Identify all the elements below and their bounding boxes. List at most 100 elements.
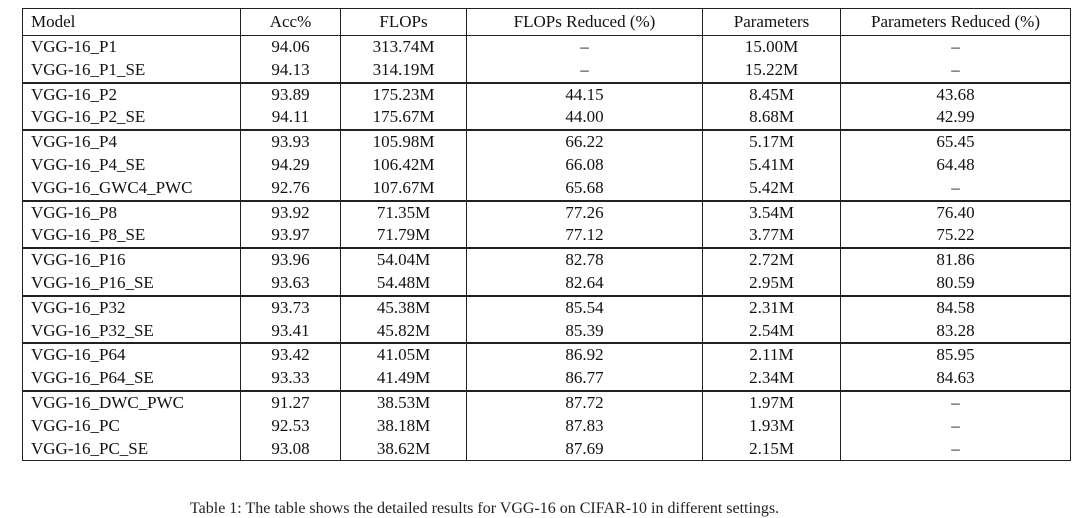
table-row: VGG-16_P8_SE 93.97 71.79M 77.12 3.77M 75.22 [22, 224, 1071, 249]
cell-parameters: 5.17M [702, 130, 841, 154]
cell-model: VGG-16_P4_SE [22, 153, 241, 177]
row-group: VGG-16_P4 93.93 105.98M 66.22 5.17M 65.45 VGG-… [22, 130, 1071, 201]
cell-acc: 92.53 [240, 414, 341, 438]
header-acc: Acc% [240, 8, 341, 36]
cell-parameters-reduced: – [840, 414, 1071, 438]
row-group: VGG-16_P16 93.96 54.04M 82.78 2.72M 81.86 VGG-… [22, 248, 1071, 296]
table-row: VGG-16_P4 93.93 105.98M 66.22 5.17M 65.45 [22, 130, 1071, 154]
cell-acc: 93.63 [240, 271, 341, 296]
cell-acc: 93.89 [240, 82, 341, 107]
cell-model: VGG-16_P8 [22, 200, 241, 225]
cell-acc: 93.93 [240, 130, 341, 154]
cell-parameters-reduced: – [840, 176, 1071, 201]
table-row: VGG-16_P4_SE 94.29 106.42M 66.08 5.41M 64.48 [22, 153, 1071, 177]
cell-parameters-reduced: – [840, 58, 1071, 83]
cell-parameters: 1.93M [702, 414, 841, 438]
cell-flops: 71.79M [340, 224, 467, 249]
cell-flops: 175.23M [340, 82, 467, 107]
cell-parameters-reduced: 43.68 [840, 82, 1071, 107]
cell-acc: 93.08 [240, 437, 341, 461]
cell-acc: 93.73 [240, 295, 341, 320]
cell-parameters-reduced: – [840, 437, 1071, 461]
cell-flops: 175.67M [340, 106, 467, 131]
cell-acc: 93.96 [240, 248, 341, 272]
cell-parameters: 1.97M [702, 390, 841, 415]
cell-flops-reduced: 86.77 [466, 367, 703, 391]
cell-flops-reduced: 82.64 [466, 271, 703, 296]
table-row: VGG-16_P32 93.73 45.38M 85.54 2.31M 84.58 [22, 295, 1071, 320]
cell-acc: 93.92 [240, 200, 341, 225]
cell-parameters: 2.15M [702, 437, 841, 461]
table-row: VGG-16_DWC_PWC 91.27 38.53M 87.72 1.97M – [22, 390, 1071, 415]
header-flops: FLOPs [340, 8, 467, 36]
cell-flops: 71.35M [340, 200, 467, 225]
table-row: VGG-16_P2_SE 94.11 175.67M 44.00 8.68M 42.99 [22, 106, 1071, 131]
cell-flops-reduced: 44.15 [466, 82, 703, 107]
cell-parameters: 2.31M [702, 295, 841, 320]
cell-model: VGG-16_P64_SE [22, 367, 241, 391]
cell-parameters: 5.42M [702, 176, 841, 201]
row-group: VGG-16_P1 94.06 313.74M –15.00M – VGG-16_P1_S… [22, 35, 1071, 83]
cell-flops-reduced: – [466, 58, 703, 83]
cell-flops-reduced: 77.26 [466, 200, 703, 225]
cell-flops: 41.05M [340, 343, 467, 368]
cell-model: VGG-16_P2_SE [22, 106, 241, 131]
cell-model: VGG-16_PC_SE [22, 437, 241, 461]
cell-parameters-reduced: 81.86 [840, 248, 1071, 272]
results-table: Model Acc% FLOPs FLOPs Reduced (%) Param… [22, 8, 1071, 461]
table-row: VGG-16_PC 92.53 38.18M 87.83 1.93M – [22, 414, 1071, 438]
cell-flops: 54.48M [340, 271, 467, 296]
cell-flops: 45.38M [340, 295, 467, 320]
header-row: Model Acc% FLOPs FLOPs Reduced (%) Param… [22, 8, 1071, 36]
cell-flops: 107.67M [340, 176, 467, 201]
cell-parameters: 2.95M [702, 271, 841, 296]
table-row: VGG-16_P2 93.89 175.23M 44.15 8.45M 43.68 [22, 82, 1071, 107]
cell-flops: 38.18M [340, 414, 467, 438]
cell-parameters-reduced: 84.58 [840, 295, 1071, 320]
cell-parameters-reduced: 85.95 [840, 343, 1071, 368]
cell-model: VGG-16_DWC_PWC [22, 390, 241, 415]
table-row: VGG-16_PC_SE 93.08 38.62M 87.69 2.15M – [22, 437, 1071, 461]
table-row: VGG-16_GWC4_PWC 92.76 107.67M 65.68 5.42M – [22, 176, 1071, 201]
row-group: VGG-16_P32 93.73 45.38M 85.54 2.31M 84.58 VGG-… [22, 295, 1071, 344]
cell-parameters: 2.34M [702, 367, 841, 391]
cell-acc: 94.06 [240, 35, 341, 59]
table-row: VGG-16_P16 93.96 54.04M 82.78 2.72M 81.86 [22, 248, 1071, 272]
cell-parameters-reduced: 83.28 [840, 319, 1071, 344]
cell-flops: 41.49M [340, 367, 467, 391]
cell-flops-reduced: 66.08 [466, 153, 703, 177]
cell-parameters-reduced: 64.48 [840, 153, 1071, 177]
cell-parameters: 2.54M [702, 319, 841, 344]
table-row: VGG-16_P8 93.92 71.35M 77.26 3.54M 76.40 [22, 200, 1071, 225]
table-row: VGG-16_P1_SE 94.13 314.19M –15.22M – [22, 58, 1071, 83]
cell-acc: 93.97 [240, 224, 341, 249]
cell-parameters: 15.22M [702, 58, 841, 83]
cell-acc: 94.29 [240, 153, 341, 177]
cell-flops-reduced: 87.83 [466, 414, 703, 438]
cell-flops: 313.74M [340, 35, 467, 59]
row-group: VGG-16_P2 93.89 175.23M 44.15 8.45M 43.68 VGG-… [22, 82, 1071, 131]
cell-model: VGG-16_P1 [22, 35, 241, 59]
cell-flops: 54.04M [340, 248, 467, 272]
cell-parameters: 8.45M [702, 82, 841, 107]
table-caption: Table 1: The table shows the detailed re… [190, 500, 780, 517]
table-row: VGG-16_P16_SE 93.63 54.48M 82.64 2.95M 80.59 [22, 271, 1071, 296]
header-model: Model [22, 8, 241, 36]
cell-parameters-reduced: 84.63 [840, 367, 1071, 391]
cell-model: VGG-16_P32 [22, 295, 241, 320]
cell-flops: 105.98M [340, 130, 467, 154]
cell-parameters: 5.41M [702, 153, 841, 177]
cell-parameters-reduced: 80.59 [840, 271, 1071, 296]
cell-flops-reduced: 87.72 [466, 390, 703, 415]
cell-model: VGG-16_P32_SE [22, 319, 241, 344]
cell-parameters-reduced: 75.22 [840, 224, 1071, 249]
cell-flops-reduced: 87.69 [466, 437, 703, 461]
cell-parameters-reduced: 76.40 [840, 200, 1071, 225]
cell-flops-reduced: 85.39 [466, 319, 703, 344]
cell-acc: 92.76 [240, 176, 341, 201]
cell-parameters-reduced: 42.99 [840, 106, 1071, 131]
cell-model: VGG-16_P16 [22, 248, 241, 272]
cell-flops: 314.19M [340, 58, 467, 83]
cell-model: VGG-16_PC [22, 414, 241, 438]
cell-flops-reduced: 44.00 [466, 106, 703, 131]
